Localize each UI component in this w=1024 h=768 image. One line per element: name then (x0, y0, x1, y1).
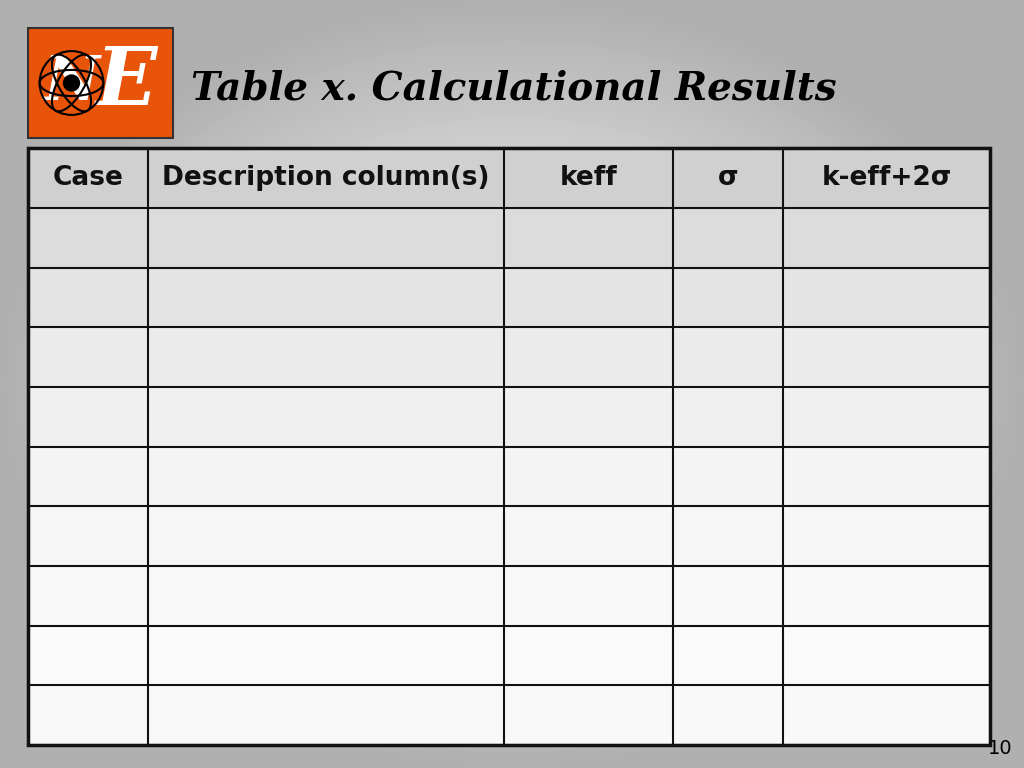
Ellipse shape (116, 87, 908, 681)
Ellipse shape (259, 194, 765, 574)
Ellipse shape (95, 71, 929, 697)
Ellipse shape (218, 164, 806, 604)
Ellipse shape (177, 133, 847, 635)
Ellipse shape (212, 159, 812, 609)
Text: keff: keff (559, 165, 617, 191)
Ellipse shape (287, 215, 737, 553)
Text: E: E (96, 45, 158, 122)
Text: 10: 10 (987, 739, 1012, 758)
Bar (28, 28, 173, 138)
Ellipse shape (321, 240, 703, 528)
Ellipse shape (89, 67, 935, 701)
Bar (28, 268, 990, 327)
Ellipse shape (191, 144, 833, 624)
Text: k-eff+2σ: k-eff+2σ (821, 165, 951, 191)
Ellipse shape (143, 108, 881, 660)
Ellipse shape (157, 118, 867, 650)
Ellipse shape (13, 10, 1011, 758)
Ellipse shape (171, 128, 853, 640)
Text: N: N (44, 53, 99, 113)
Ellipse shape (410, 307, 614, 461)
Ellipse shape (123, 92, 901, 676)
Text: σ: σ (718, 165, 738, 191)
Text: Case: Case (52, 165, 124, 191)
Ellipse shape (382, 286, 642, 482)
Ellipse shape (328, 246, 696, 522)
Ellipse shape (266, 200, 758, 568)
Bar (28, 447, 990, 506)
Ellipse shape (355, 266, 669, 502)
Ellipse shape (396, 297, 628, 471)
Ellipse shape (184, 138, 840, 630)
Bar (28, 506, 990, 566)
Ellipse shape (225, 169, 799, 599)
Bar (28, 208, 990, 268)
Ellipse shape (205, 154, 819, 614)
Ellipse shape (369, 276, 655, 492)
Ellipse shape (75, 56, 949, 712)
Bar (28, 327, 990, 387)
Ellipse shape (300, 225, 724, 543)
Ellipse shape (102, 77, 922, 691)
Ellipse shape (54, 41, 970, 727)
Ellipse shape (361, 271, 663, 497)
Bar (28, 148, 990, 745)
Ellipse shape (130, 98, 894, 670)
Ellipse shape (136, 102, 888, 666)
Ellipse shape (61, 46, 963, 722)
Ellipse shape (280, 210, 744, 558)
Ellipse shape (7, 5, 1017, 763)
Ellipse shape (294, 220, 730, 548)
Ellipse shape (335, 251, 689, 517)
Ellipse shape (28, 21, 996, 747)
Ellipse shape (82, 61, 942, 707)
Bar (28, 566, 990, 626)
Ellipse shape (253, 190, 771, 578)
Ellipse shape (246, 184, 778, 584)
Bar (28, 685, 990, 745)
Bar (28, 387, 990, 447)
Ellipse shape (69, 51, 955, 717)
Ellipse shape (402, 302, 622, 466)
Ellipse shape (110, 82, 914, 686)
Bar (28, 148, 990, 208)
Ellipse shape (232, 174, 792, 594)
Ellipse shape (307, 230, 717, 538)
Bar (28, 626, 990, 685)
Ellipse shape (48, 36, 976, 732)
Ellipse shape (389, 292, 635, 476)
Ellipse shape (164, 123, 860, 645)
Ellipse shape (151, 113, 873, 655)
Ellipse shape (376, 282, 648, 486)
Ellipse shape (20, 15, 1004, 753)
Circle shape (63, 75, 80, 91)
Ellipse shape (41, 31, 983, 737)
Text: Table x. Calculational Results: Table x. Calculational Results (191, 69, 837, 108)
Ellipse shape (348, 261, 676, 507)
Ellipse shape (34, 25, 990, 743)
Text: Description column(s): Description column(s) (163, 165, 489, 191)
Ellipse shape (239, 179, 785, 589)
Ellipse shape (273, 205, 751, 563)
Ellipse shape (314, 236, 710, 532)
Ellipse shape (341, 256, 683, 512)
Ellipse shape (198, 148, 826, 620)
